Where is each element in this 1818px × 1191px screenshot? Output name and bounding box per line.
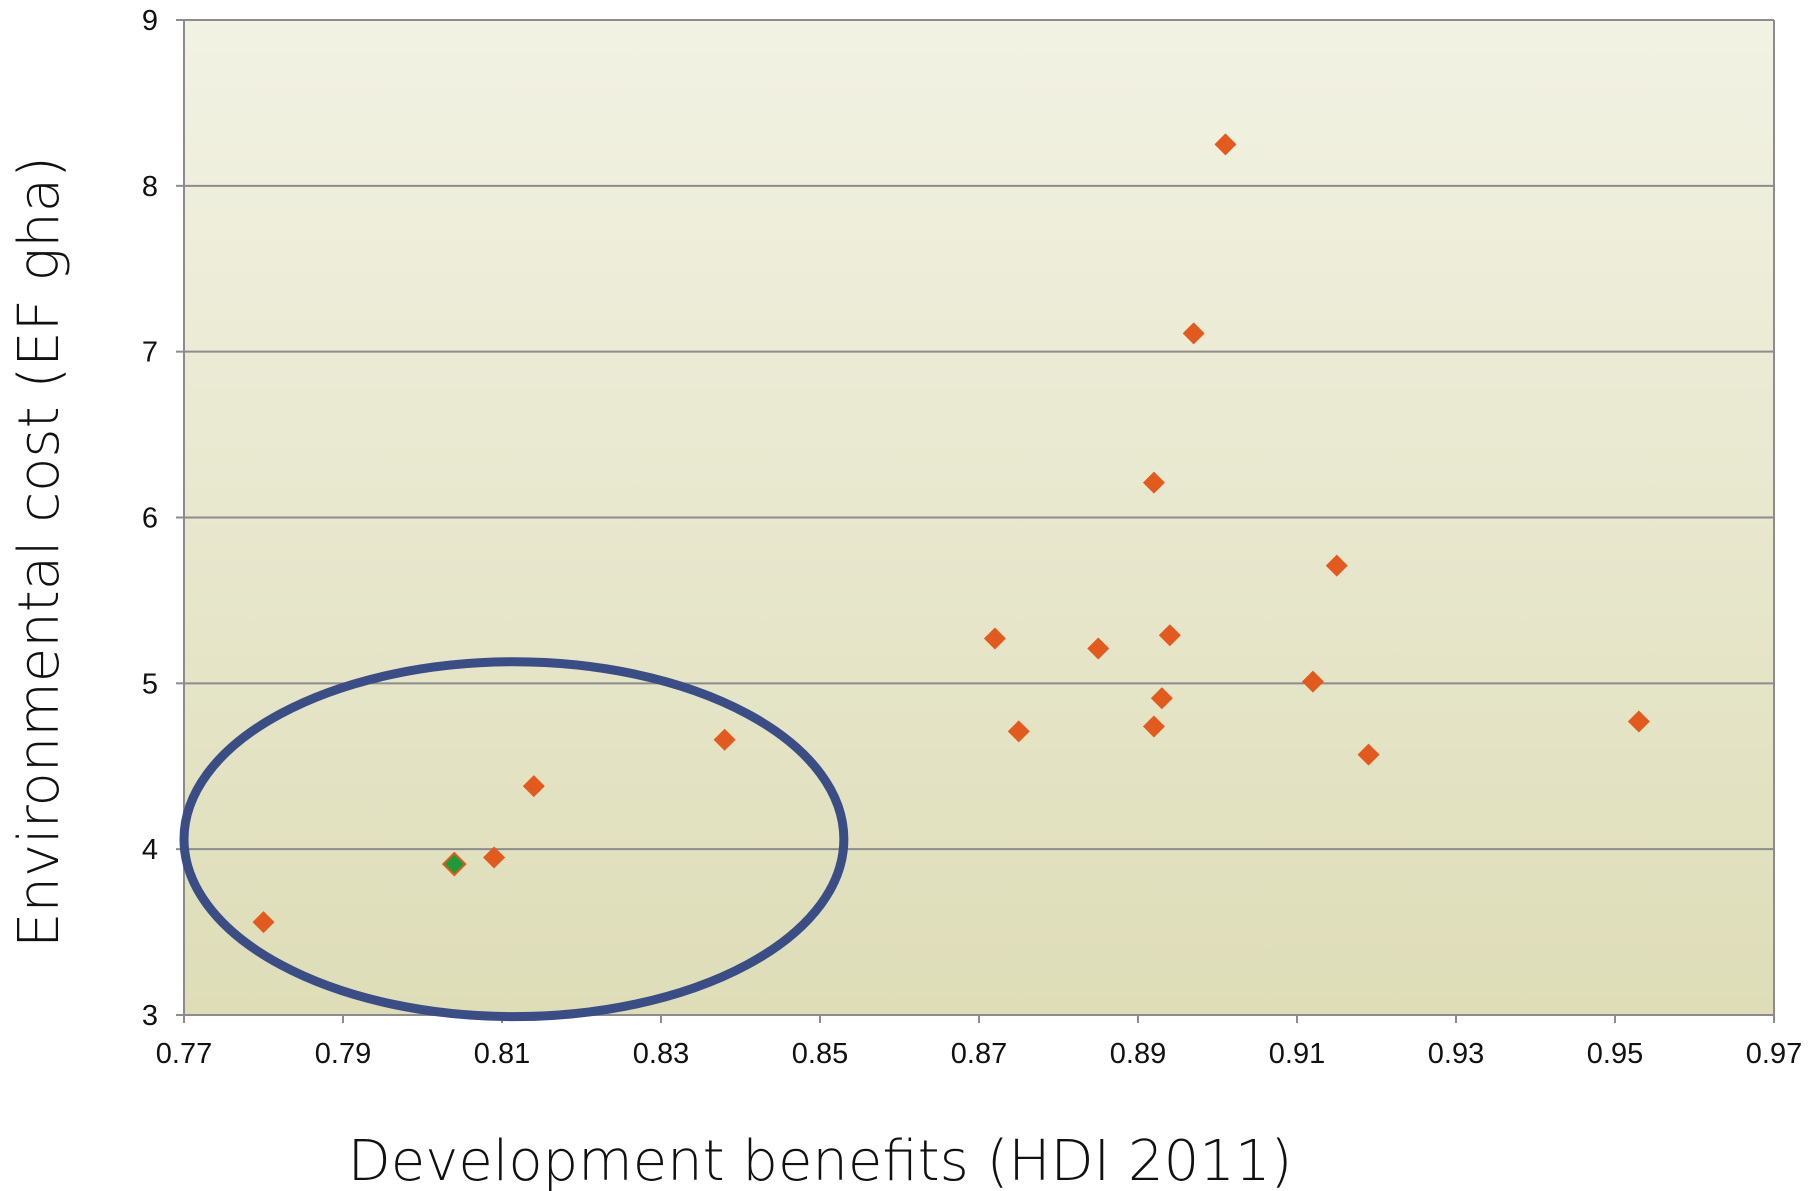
- y-tick-label: 5: [142, 668, 158, 700]
- data-point: [1087, 637, 1110, 660]
- annotations: [179, 657, 849, 1022]
- x-tick-label: 0.95: [1587, 1038, 1643, 1070]
- highlight-ellipse: [179, 657, 849, 1022]
- data-point: [1182, 322, 1205, 345]
- gridlines: [184, 19, 1774, 851]
- data-point: [1627, 710, 1650, 733]
- x-tick-label: 0.83: [633, 1038, 689, 1070]
- x-tick-label: 0.97: [1746, 1038, 1802, 1070]
- x-tick-label: 0.93: [1428, 1038, 1484, 1070]
- x-tick-label: 0.81: [474, 1038, 530, 1070]
- data-point: [1357, 743, 1380, 766]
- y-tick-label: 4: [142, 834, 158, 866]
- data-point: [522, 775, 545, 798]
- data-point: [252, 911, 275, 934]
- x-tick-label: 0.77: [156, 1038, 212, 1070]
- data-point: [1158, 624, 1181, 647]
- data-point: [1142, 715, 1165, 738]
- y-tick-label: 6: [142, 503, 158, 535]
- x-tick-label: 0.91: [1269, 1038, 1325, 1070]
- x-tick-label: 0.79: [315, 1038, 371, 1070]
- x-axis-title: Development benefits (HDI 2011): [348, 1129, 1293, 1191]
- data-point: [983, 627, 1006, 650]
- y-tick-label: 7: [142, 337, 158, 369]
- x-tick-label: 0.85: [792, 1038, 848, 1070]
- data-point: [441, 851, 467, 877]
- y-axis-title: Environmental cost (EF gha): [7, 156, 72, 948]
- data-point: [1007, 720, 1030, 743]
- y-tick-label: 8: [142, 171, 158, 203]
- data-point: [713, 728, 736, 751]
- data-point: [1142, 471, 1165, 494]
- x-tick-label: 0.87: [951, 1038, 1007, 1070]
- data-point: [1150, 687, 1173, 710]
- data-point: [1214, 133, 1237, 156]
- x-tick-label: 0.89: [1110, 1038, 1166, 1070]
- data-point: [1301, 670, 1324, 693]
- data-point: [1325, 554, 1348, 577]
- data-point: [483, 846, 506, 869]
- y-tick-label: 9: [142, 5, 158, 37]
- tick-labels: 0.77 0.79 0.81 0.83 0.85 0.87 0.89 0.91 0.93 0.95…: [142, 5, 1802, 1070]
- data-points: [252, 133, 1650, 934]
- y-tick-label: 3: [142, 1000, 158, 1032]
